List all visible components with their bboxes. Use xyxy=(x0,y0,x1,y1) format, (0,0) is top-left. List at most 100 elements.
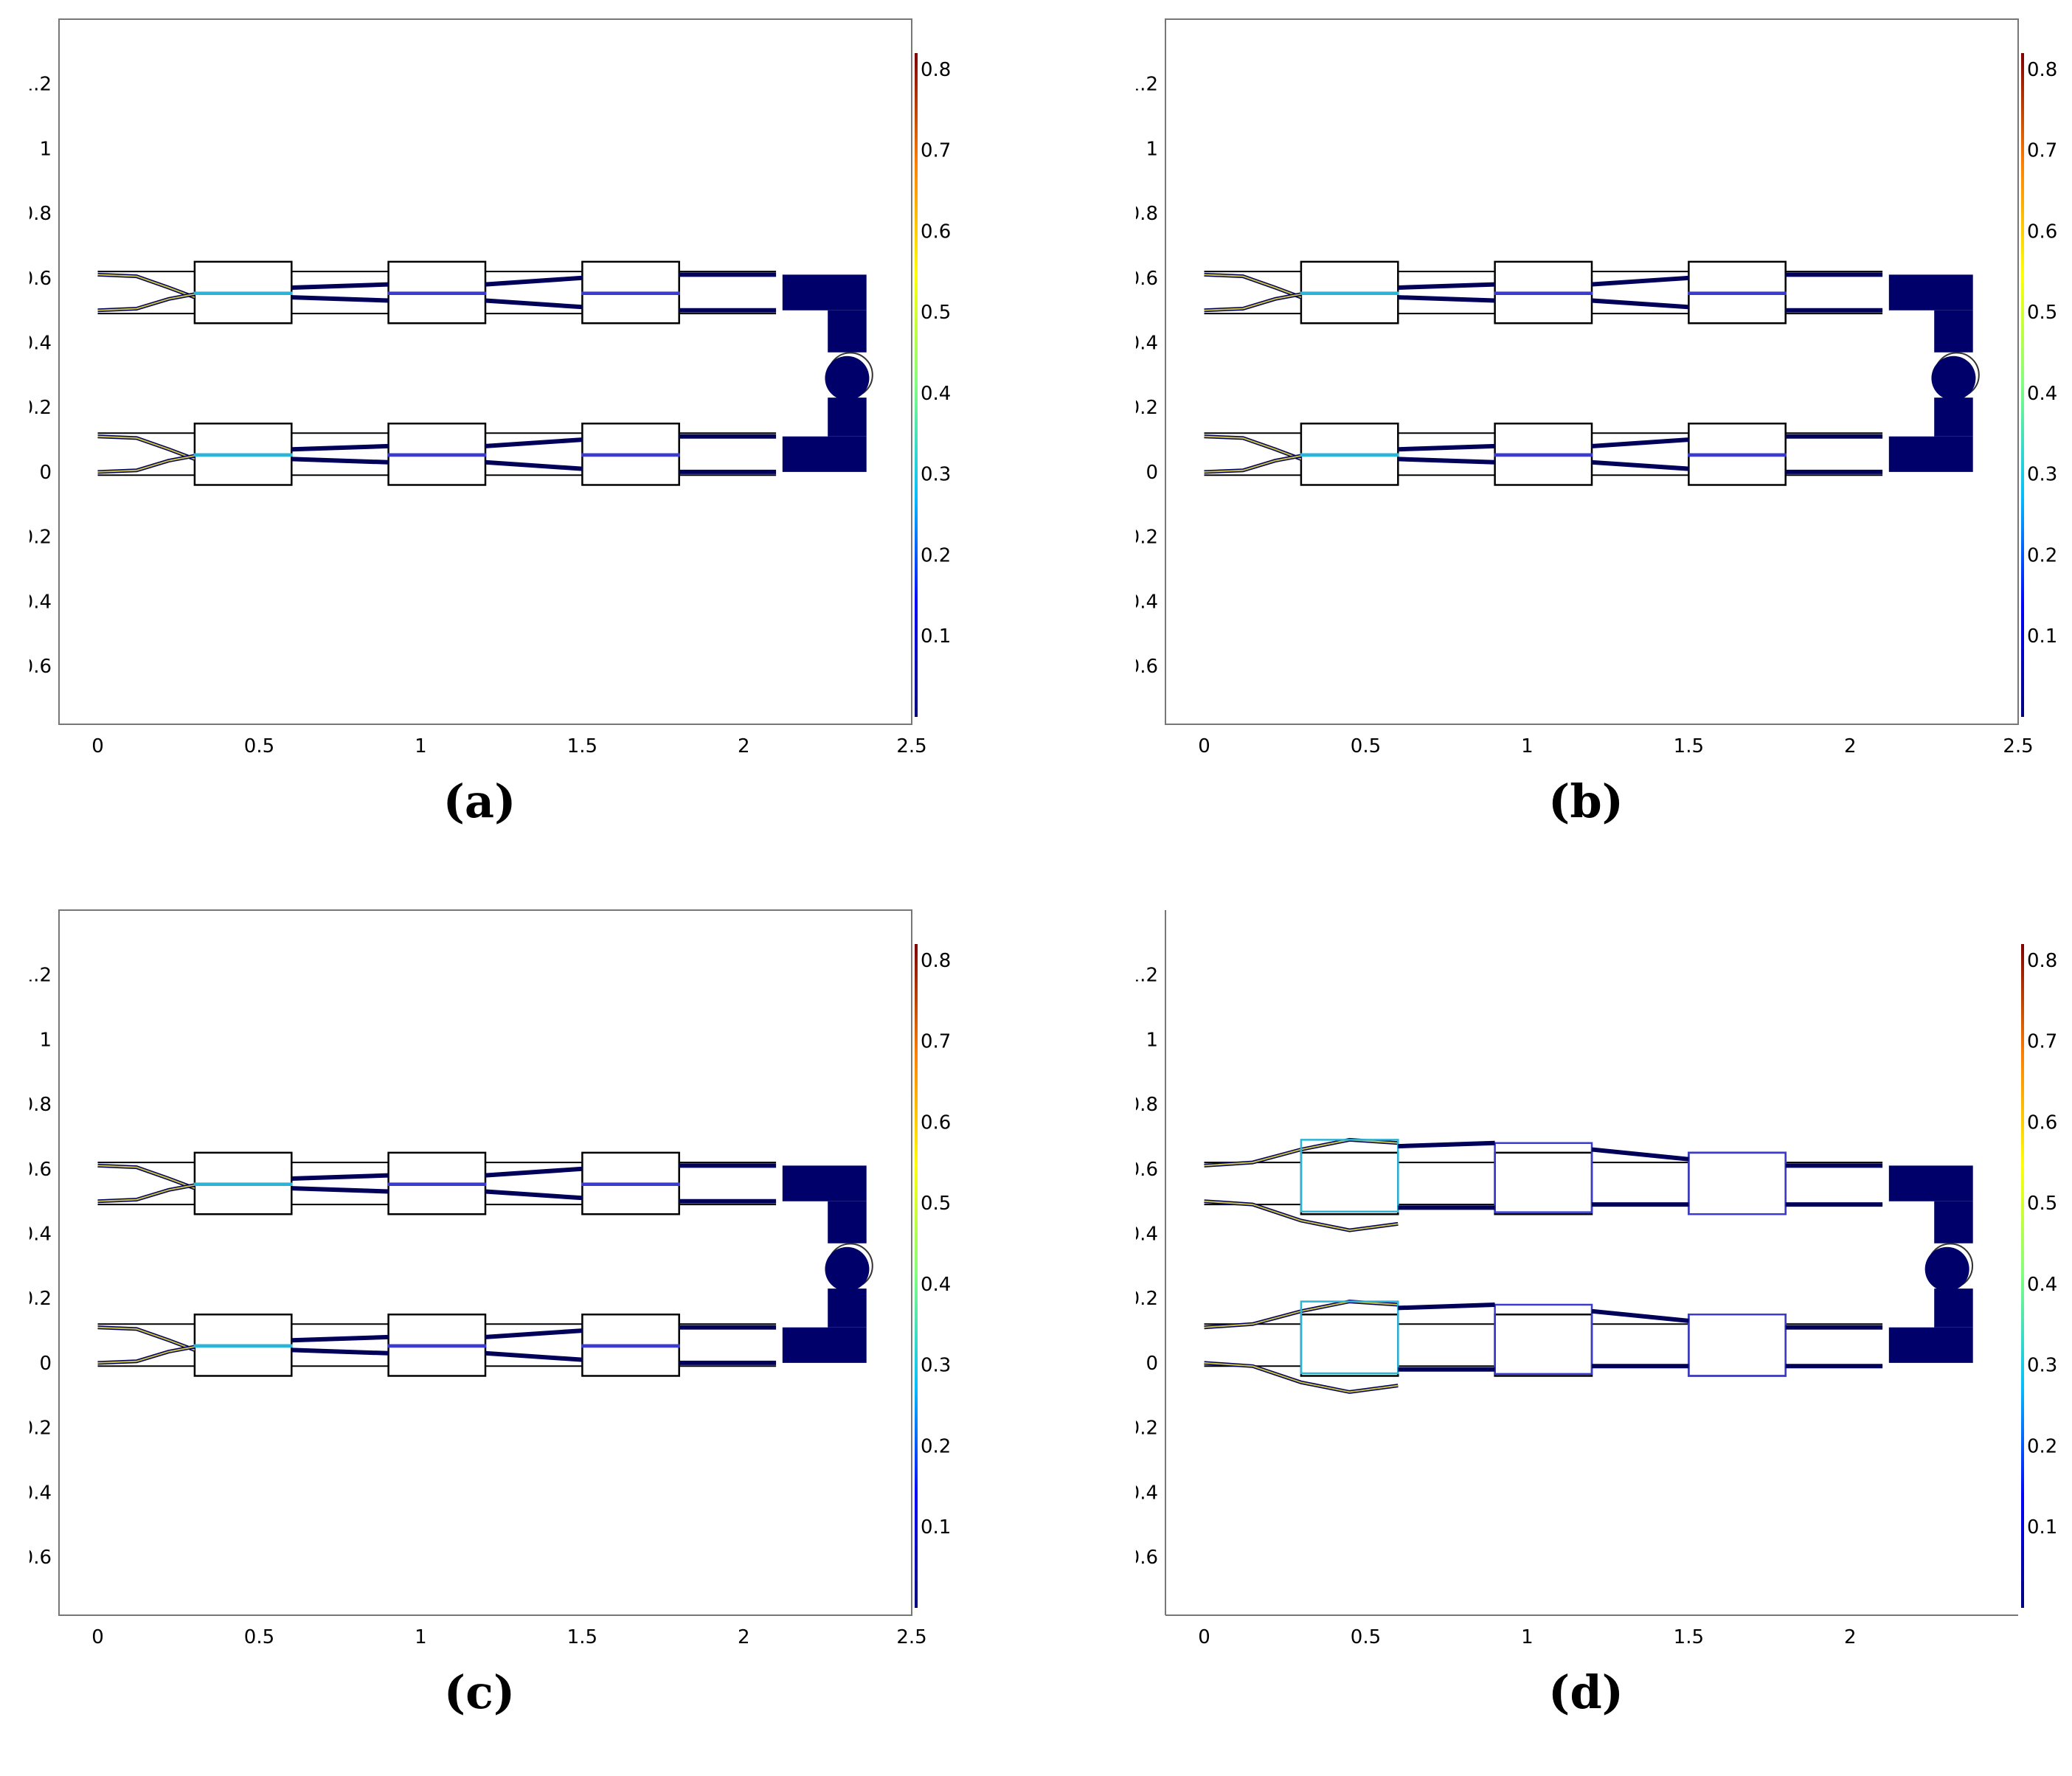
connector-lower xyxy=(1934,398,1973,437)
colorbar-tick-label: 0.1 xyxy=(921,625,951,648)
y-tick-label: -0.4 xyxy=(1136,591,1158,613)
rotating-disk xyxy=(825,355,870,400)
link-beam xyxy=(291,1186,389,1194)
panel-a: 1.2 1 0.8 0.6 0.4 0.2 0 -0.2 -0.4 -0.6 0 0.5 1 1.5 2 2.… xyxy=(30,15,1151,885)
deformed-block-outline xyxy=(581,1182,680,1187)
deformed-block-outline xyxy=(1688,1313,1787,1377)
caption-a: (a) xyxy=(443,774,516,828)
rigid-block xyxy=(1300,1313,1399,1377)
x-tick-label: 1.5 xyxy=(1674,735,1704,757)
colorbar-tick-label: 0.3 xyxy=(921,1355,951,1377)
link-beam xyxy=(485,275,583,287)
x-tick-label: 2 xyxy=(1844,1626,1857,1648)
x-tick-label: 1 xyxy=(415,1626,427,1648)
link-beam xyxy=(1398,295,1495,303)
colorbar xyxy=(915,944,918,1608)
connector-lower xyxy=(828,1288,867,1328)
flexure-beam-highlight xyxy=(1204,1362,1399,1393)
diagram-svg: 1.2 1 0.8 0.6 0.4 0.2 0 -0.2 -0.4 -0.6 0 0.5 1 1.5 2 2.… xyxy=(30,909,951,1648)
link-beam xyxy=(485,437,583,448)
link-beam xyxy=(291,295,389,303)
x-tick-label: 0.5 xyxy=(244,1626,274,1648)
rotating-disk xyxy=(825,1246,870,1291)
diagram-svg: 1.2 1 0.8 0.6 0.4 0.2 0 -0.2 -0.4 -0.6 0 0.5 1 1.5 2 2.… xyxy=(1136,18,2057,757)
deformed-block-outline xyxy=(1688,1151,1787,1215)
caption-b: (b) xyxy=(1548,774,1624,828)
x-tick-label: 0.5 xyxy=(1351,735,1381,757)
deformed-block-outline xyxy=(193,291,293,296)
chain-upper xyxy=(97,260,867,325)
colorbar-tick-label: 0.8 xyxy=(2027,950,2057,972)
colorbar-tick-label: 0.4 xyxy=(921,1274,951,1296)
flexure-beam-highlight xyxy=(97,1165,195,1190)
link-beam xyxy=(485,298,583,310)
flexure-beam-highlight xyxy=(1204,293,1302,311)
y-tick-label: 0.2 xyxy=(30,397,52,419)
y-tick-label: 0.4 xyxy=(30,333,52,355)
end-body xyxy=(1888,1327,1973,1363)
flexure-beam-highlight xyxy=(1204,1200,1399,1232)
colorbar-tick-label: 0.1 xyxy=(2027,625,2057,648)
plot-frame xyxy=(58,909,912,1616)
y-tick-label: 0 xyxy=(39,462,52,484)
diagram-svg: 1.2 1 0.8 0.6 0.4 0.2 0 -0.2 -0.4 -0.6 0 0.5 1 1.5 2 0.… xyxy=(1136,910,2057,1648)
colorbar-tick-label: 0.7 xyxy=(2027,140,2057,162)
rigid-block xyxy=(1494,1313,1593,1377)
y-tick-label: 0.4 xyxy=(1136,333,1158,355)
x-tick-label: 0 xyxy=(91,735,104,757)
x-tick-label: 0 xyxy=(1198,735,1210,757)
colorbar-tick-label: 0.6 xyxy=(921,221,951,243)
colorbar xyxy=(915,53,918,717)
chain-upper xyxy=(1204,1137,1973,1232)
x-tick-label: 0 xyxy=(1198,1626,1210,1648)
end-body xyxy=(782,436,867,472)
link-beam xyxy=(291,443,389,452)
y-tick-label: 0.6 xyxy=(30,268,52,290)
flexure-beam-highlight xyxy=(97,1346,195,1364)
y-tick-label: -0.2 xyxy=(30,1418,52,1440)
y-tick-label: 0.6 xyxy=(1136,268,1158,290)
deformed-block-outline xyxy=(1494,1142,1593,1213)
panel-d: 1.2 1 0.8 0.6 0.4 0.2 0 -0.2 -0.4 -0.6 0 0.5 1 1.5 2 0.… xyxy=(1136,906,2072,1776)
rigid-block xyxy=(1688,1313,1787,1377)
y-tick-label: 1 xyxy=(1146,1029,1158,1051)
colorbar-tick-label: 0.5 xyxy=(2027,302,2057,324)
deformed-block-outline xyxy=(193,453,293,457)
diagram-svg: 1.2 1 0.8 0.6 0.4 0.2 0 -0.2 -0.4 -0.6 0 0.5 1 1.5 2 2.… xyxy=(30,18,951,757)
colorbar-tick-label: 0.2 xyxy=(2027,544,2057,566)
link-beam xyxy=(1398,1140,1495,1149)
rigid-block xyxy=(1688,1151,1787,1215)
flexure-beam xyxy=(97,1163,195,1190)
link-beam xyxy=(1398,282,1495,290)
colorbar-tick-label: 0.2 xyxy=(921,1435,951,1457)
colorbar-tick-label: 0.6 xyxy=(921,1111,951,1134)
x-tick-label: 1 xyxy=(415,735,427,757)
link-beam xyxy=(485,1328,583,1339)
connector-upper xyxy=(1934,310,1973,353)
link-beam xyxy=(291,282,389,290)
y-tick-label: 0.6 xyxy=(1136,1159,1158,1181)
x-tick-label: 1 xyxy=(1521,1626,1534,1648)
x-tick-label-end: 2.5 xyxy=(896,1626,926,1648)
x-tick-label: 2 xyxy=(738,1626,750,1648)
flexure-beam xyxy=(97,1325,195,1352)
flexure-beam-highlight xyxy=(1204,274,1302,299)
mechanism xyxy=(97,260,873,486)
deformed-block-outline xyxy=(1494,291,1593,296)
colorbar-tick-label: 0.5 xyxy=(921,302,951,324)
mechanism xyxy=(1204,1137,1974,1394)
x-tick-label: 0.5 xyxy=(1351,1626,1381,1648)
deformed-block-outline xyxy=(1300,291,1399,296)
chain-upper xyxy=(1204,260,1973,325)
connector-lower xyxy=(1934,1288,1973,1328)
chain-lower xyxy=(97,1313,867,1377)
y-tick-label: 0 xyxy=(1146,1353,1158,1375)
link-beam xyxy=(291,1173,389,1181)
x-tick-label: 1.5 xyxy=(567,735,597,757)
colorbar-tick-label: 0.5 xyxy=(921,1193,951,1215)
colorbar-tick-label: 0.1 xyxy=(921,1516,951,1539)
y-tick-label: -0.2 xyxy=(1136,527,1158,549)
y-tick-label: 1.2 xyxy=(1136,74,1158,96)
link-beam xyxy=(1591,459,1689,471)
plot-frame xyxy=(1165,18,2019,725)
